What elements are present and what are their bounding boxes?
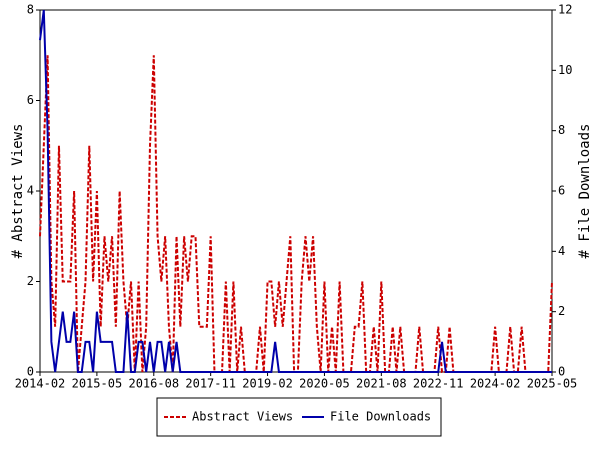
y-axis-label: # Abstract Views (10, 124, 26, 259)
y2-axis-label: # File Downloads (577, 124, 593, 259)
legend-label: Abstract Views (192, 410, 293, 424)
x-tick-label: 2015-05 (72, 377, 123, 391)
y2-tick-label: 4 (558, 244, 565, 258)
x-tick-label: 2016-08 (128, 377, 179, 391)
legend-label: File Downloads (330, 410, 431, 424)
x-tick-label: 2014-02 (15, 377, 66, 391)
x-tick-label: 2019-02 (242, 377, 293, 391)
legend-box (156, 397, 442, 437)
y2-tick-label: 0 (558, 365, 565, 379)
y2-tick-label: 8 (558, 123, 565, 137)
y-tick-label: 8 (27, 3, 34, 17)
y2-tick-label: 6 (558, 184, 565, 198)
x-tick-label: 2017-11 (185, 377, 236, 391)
y-tick-label: 0 (27, 365, 34, 379)
x-tick-label: 2022-11 (413, 377, 464, 391)
y-tick-label: 4 (27, 184, 34, 198)
series-line (39, 55, 553, 373)
plot-frame (39, 9, 553, 373)
x-tick-label: 2025-05 (527, 377, 578, 391)
y-tick-label: 6 (27, 93, 34, 107)
x-tick-label: 2020-05 (299, 377, 350, 391)
y2-tick-label: 12 (558, 3, 572, 17)
y2-tick-label: 2 (558, 304, 565, 318)
series-line (39, 9, 552, 373)
x-tick-label: 2024-02 (470, 377, 521, 391)
y-tick-label: 2 (27, 274, 34, 288)
x-tick-label: 2021-08 (356, 377, 407, 391)
y2-tick-label: 10 (558, 63, 572, 77)
